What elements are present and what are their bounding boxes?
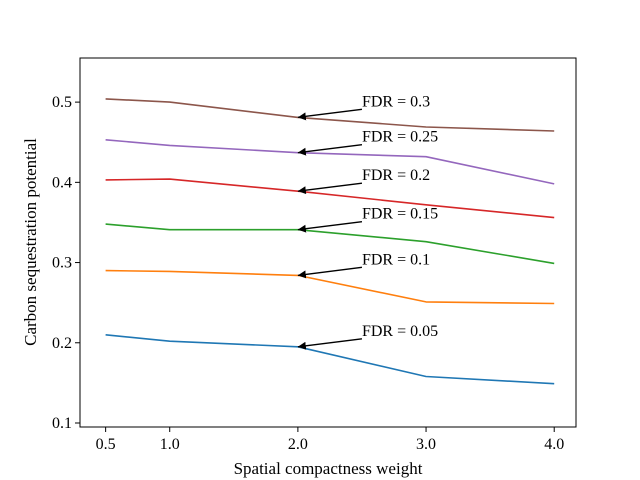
y-tick-label: 0.5 [52, 94, 72, 111]
annotation-label-2: FDR = 0.1 [362, 251, 430, 268]
annotation-arrow-5 [297, 143, 363, 156]
annotation-arrow-1 [297, 338, 363, 350]
annotation-label-4: FDR = 0.2 [362, 167, 430, 184]
y-axis-label: Carbon sequestration potential [21, 138, 40, 346]
x-tick-label: 1.0 [160, 436, 180, 453]
y-axis: 0.1 0.2 0.3 0.4 0.5 [52, 94, 80, 432]
x-tick-label: 0.5 [96, 436, 116, 453]
series-line-3 [105, 223, 555, 265]
annotation-arrow-2 [297, 266, 363, 279]
series-line-5 [105, 139, 555, 185]
series-line-2 [105, 269, 555, 305]
x-axis: 0.5 1.0 2.0 3.0 4.0 [96, 427, 564, 453]
annotation-layer: FDR = 0.05 FDR = 0.1 FDR = 0.15 FDR = 0.2 FD… [297, 93, 438, 350]
series-layer [105, 98, 555, 385]
x-tick-label: 3.0 [416, 436, 436, 453]
series-line-6 [105, 98, 555, 132]
annotation-label-1: FDR = 0.05 [362, 323, 438, 340]
x-tick-label: 2.0 [288, 436, 308, 453]
x-axis-label: Spatial compactness weight [234, 459, 423, 478]
y-tick-label: 0.3 [52, 255, 72, 272]
y-tick-label: 0.1 [52, 415, 72, 432]
plot-frame [79, 57, 577, 428]
annotation-label-3: FDR = 0.15 [362, 206, 438, 223]
annotation-label-6: FDR = 0.3 [362, 93, 430, 110]
x-tick-label: 4.0 [544, 436, 564, 453]
annotation-arrow-6 [297, 108, 363, 121]
series-line-4 [105, 178, 555, 219]
annotation-label-5: FDR = 0.25 [362, 129, 438, 146]
annotation-arrow-4 [297, 182, 363, 195]
y-tick-label: 0.4 [52, 174, 72, 191]
annotation-arrow-3 [297, 220, 363, 233]
y-tick-label: 0.2 [52, 335, 72, 352]
